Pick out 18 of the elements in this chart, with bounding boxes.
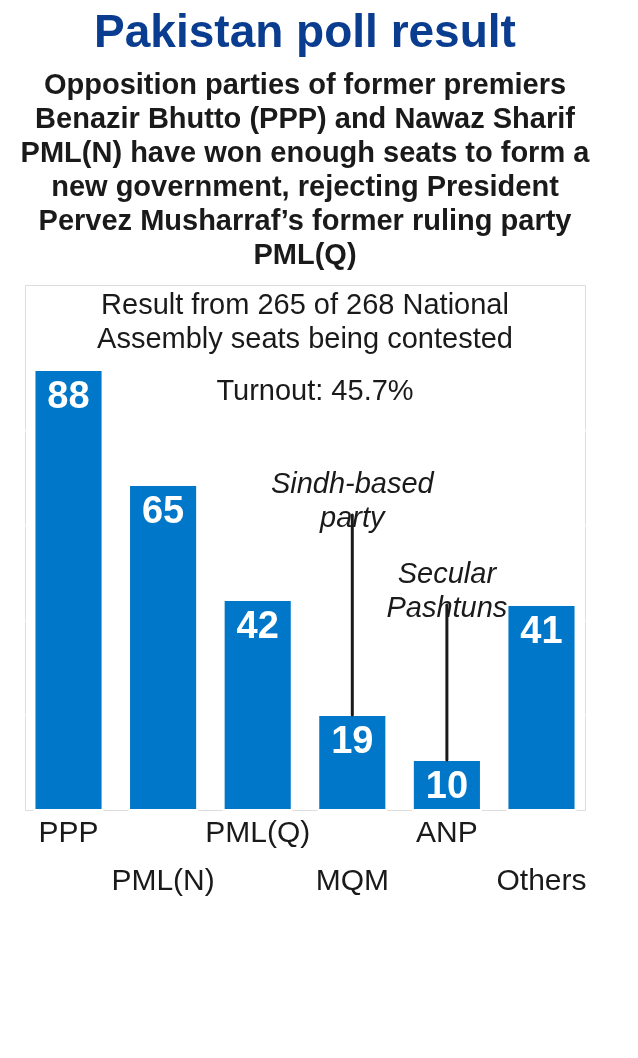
annotation: Secular Pashtuns [386,557,508,623]
annotation: Sindh-based party [270,467,435,533]
chart-subtitle: Opposition parties of former premiers Benazir Bhutto (PPP) and Nawaz Sharif PML(N) have won enough seats to form a new government, rejecting President Pervez Musharraf’s former ruling party PML(Q) [20,68,591,270]
x-tick-label: ANP [416,815,478,848]
data-label: 65 [141,489,185,531]
data-label: 41 [520,609,563,651]
annotation: Result from 265 of 268 National Assembly seats being contested [97,288,513,354]
x-tick-label: PML(Q) [205,815,311,848]
x-tick-label: MQM [315,863,389,896]
chart-title: Pakistan poll result [94,5,516,57]
data-label: 88 [47,374,90,416]
x-tick-label: PPP [38,815,99,848]
annotation: Turnout: 45.7% [216,374,414,406]
data-label: 10 [425,764,469,806]
data-label: 42 [236,604,279,646]
x-tick-label: Others [496,863,587,896]
x-tick-label: PML(N) [111,863,215,896]
data-label: 19 [331,719,374,761]
